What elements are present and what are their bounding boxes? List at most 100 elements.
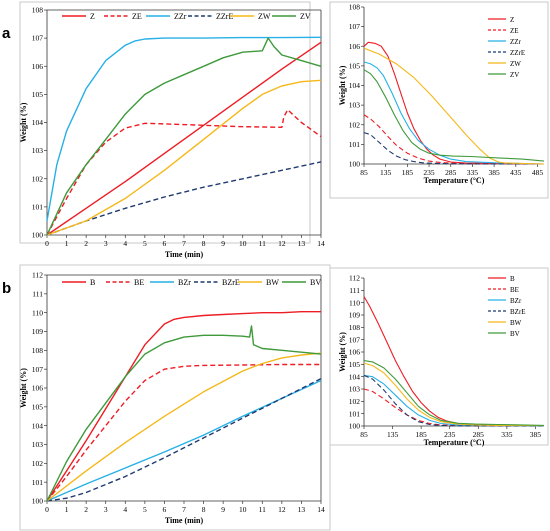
x-tick-label: 5 <box>143 239 147 248</box>
y-tick-label: 100 <box>32 231 44 240</box>
y-axis-label: Weight (%) <box>338 65 347 105</box>
series-line-zzr <box>363 61 545 165</box>
y-tick-label: 101 <box>349 140 361 149</box>
series-line-ze <box>46 109 322 236</box>
legend-label-bzr: BZr <box>510 297 522 305</box>
x-tick-label: 14 <box>317 505 325 514</box>
x-tick-label: 185 <box>402 168 414 177</box>
x-tick-label: 12 <box>278 505 286 514</box>
chart-b_main: 1001011021031041051061071081091101111120… <box>19 264 331 531</box>
legend-label-zw: ZW <box>258 12 271 21</box>
x-tick-label: 11 <box>259 239 266 248</box>
x-tick-label: 9 <box>221 239 225 248</box>
legend-label-zv: ZV <box>510 71 519 79</box>
x-tick-label: 14 <box>317 239 325 248</box>
x-tick-label: 335 <box>467 168 479 177</box>
y-tick-label: 103 <box>349 385 361 394</box>
legend-label-bw: BW <box>266 278 279 287</box>
series-line-zv <box>363 69 545 162</box>
y-tick-label: 108 <box>32 6 44 15</box>
y-tick-label: 105 <box>349 360 361 369</box>
y-tick-label: 105 <box>349 61 361 70</box>
y-axis-label: Weight (%) <box>19 102 28 142</box>
chart-border <box>329 1 549 199</box>
y-tick-label: 100 <box>349 422 361 431</box>
y-tick-label: 106 <box>32 384 44 393</box>
y-tick-label: 100 <box>349 160 361 169</box>
x-tick-label: 1 <box>65 505 69 514</box>
series-line-z <box>46 41 322 236</box>
y-tick-label: 104 <box>349 372 361 381</box>
y-tick-label: 107 <box>32 365 44 374</box>
series-line-bv <box>46 325 322 502</box>
legend-label-zzr: ZZr <box>510 38 522 46</box>
y-tick-label: 102 <box>32 459 44 468</box>
y-tick-label: 103 <box>32 440 44 449</box>
chart-border <box>19 1 311 244</box>
x-tick-label: 235 <box>423 168 435 177</box>
y-tick-label: 107 <box>349 335 361 344</box>
x-tick-label: 0 <box>45 505 49 514</box>
x-tick-label: 4 <box>123 505 127 514</box>
legend-label-bzre: BZrE <box>222 278 240 287</box>
x-tick-label: 13 <box>298 239 306 248</box>
x-tick-label: 9 <box>221 505 225 514</box>
x-tick-label: 2 <box>84 239 88 248</box>
y-tick-label: 105 <box>32 90 44 99</box>
y-tick-label: 110 <box>32 308 43 317</box>
x-tick-label: 3 <box>104 239 108 248</box>
legend-label-zv: ZV <box>300 12 311 21</box>
legend-label-be: BE <box>510 286 519 294</box>
series-line-bw <box>46 352 322 502</box>
x-tick-label: 8 <box>202 505 206 514</box>
y-tick-label: 102 <box>32 174 44 183</box>
y-tick-label: 101 <box>349 409 361 418</box>
series-line-zzr <box>46 36 322 222</box>
y-tick-label: 108 <box>349 323 361 332</box>
x-tick-label: 2 <box>84 505 88 514</box>
y-tick-label: 101 <box>32 202 44 211</box>
y-tick-label: 107 <box>349 22 361 31</box>
chart-b_inset: 100 101 102 103 104 105 106 107 108 109 110 111 112 8… <box>329 267 549 447</box>
chart-a_inset: 100 101 102 103 104 105 106 107 108 85 135 185 235 28… <box>329 1 549 199</box>
series-line-zw <box>46 79 322 236</box>
series-line-zzre <box>46 161 322 236</box>
x-axis-label: Time (min) <box>165 516 204 525</box>
x-tick-label: 5 <box>143 505 147 514</box>
x-tick-label: 6 <box>163 239 167 248</box>
series-line-z <box>363 41 545 165</box>
series-line-zzre <box>363 132 544 165</box>
legend-label-zzr: ZZr <box>174 12 187 21</box>
x-tick-label: 7 <box>182 239 186 248</box>
legend-label-bzr: BZr <box>178 278 191 287</box>
legend-label-zzre: ZZrE <box>510 49 525 57</box>
y-tick-label: 111 <box>349 286 360 295</box>
y-tick-label: 104 <box>349 81 361 90</box>
x-tick-label: 185 <box>416 430 428 439</box>
x-tick-label: 435 <box>510 168 522 177</box>
y-tick-label: 108 <box>349 3 361 12</box>
series-line-bv <box>363 360 545 426</box>
x-tick-label: 85 <box>360 168 368 177</box>
y-tick-label: 110 <box>349 298 360 307</box>
legend-label-ze: ZE <box>510 27 519 35</box>
y-tick-label: 109 <box>349 311 361 320</box>
series-line-b <box>46 311 321 502</box>
x-tick-label: 385 <box>488 168 500 177</box>
legend-label-b: B <box>510 275 515 283</box>
x-tick-label: 4 <box>123 239 127 248</box>
y-tick-label: 100 <box>32 497 44 506</box>
x-tick-label: 135 <box>380 168 392 177</box>
x-tick-label: 11 <box>259 505 266 514</box>
y-tick-label: 111 <box>32 289 43 298</box>
x-tick-label: 3 <box>104 505 108 514</box>
legend-label-bzre: BZrE <box>510 308 526 316</box>
chart-border <box>19 264 331 531</box>
y-tick-label: 112 <box>349 274 360 283</box>
x-tick-label: 0 <box>45 239 49 248</box>
legend-label-bv: BV <box>310 278 321 287</box>
y-tick-label: 101 <box>32 478 44 487</box>
y-tick-label: 102 <box>349 397 361 406</box>
panel-label-b: b <box>2 280 11 297</box>
